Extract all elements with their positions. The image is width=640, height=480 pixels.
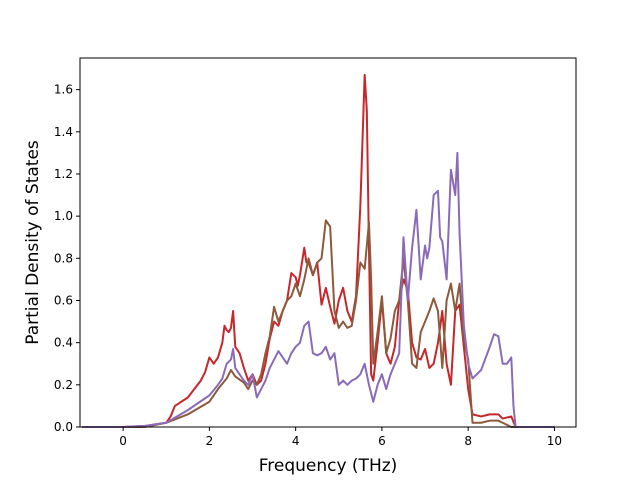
y-tick-label: 1.6 <box>54 83 73 97</box>
axes-frame <box>79 57 577 428</box>
series-line-3 <box>82 151 555 428</box>
y-tick-label: 0.6 <box>54 293 73 307</box>
y-tick-label: 1.4 <box>54 125 73 139</box>
y-tick-label: 0.8 <box>54 251 73 265</box>
y-tick-label: 0.4 <box>54 336 73 350</box>
x-tick-label: 10 <box>547 434 562 448</box>
series-line-2 <box>82 219 555 428</box>
x-tick-label: 0 <box>119 434 127 448</box>
y-tick-label: 1.0 <box>54 209 73 223</box>
y-axis-label: Partial Density of States <box>23 140 43 345</box>
y-tick-label: 1.2 <box>54 167 73 181</box>
y-tick-label: 0.2 <box>54 378 73 392</box>
x-tick-label: 6 <box>378 434 386 448</box>
x-tick-label: 4 <box>292 434 300 448</box>
plot-area <box>82 73 555 428</box>
y-tick-label: 0.0 <box>54 420 73 434</box>
x-tick-label: 2 <box>206 434 214 448</box>
series-line-1 <box>82 73 555 428</box>
axis-ticks: 0 2 4 6 8 10 0.0 0.2 0.4 0.6 0.8 1.0 1.2 1.4 1.6 <box>54 83 562 448</box>
x-axis-label: Frequency (THz) <box>259 456 398 476</box>
x-tick-label: 8 <box>464 434 472 448</box>
